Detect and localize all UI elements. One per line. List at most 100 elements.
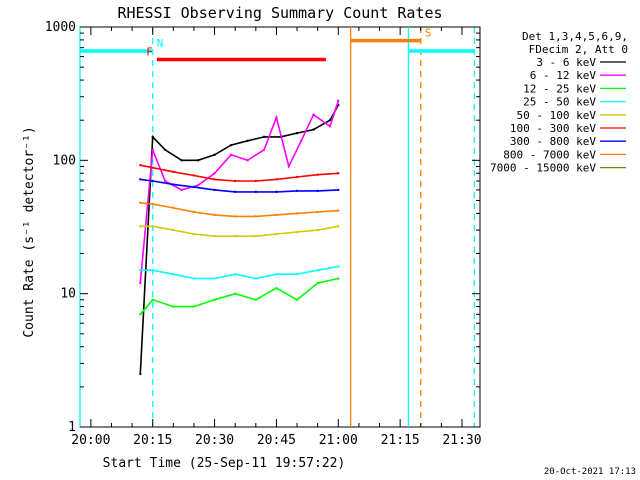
data-point-7-6 bbox=[254, 215, 258, 218]
y-axis: 1 10 100 1000 bbox=[45, 20, 480, 435]
data-point-0-1 bbox=[151, 135, 154, 139]
data-point-0-4 bbox=[196, 159, 200, 162]
legend-label-3: 25 - 50 keV bbox=[523, 96, 596, 109]
data-point-1-8 bbox=[262, 148, 266, 151]
data-point-0-0 bbox=[139, 372, 142, 376]
data-point-6-0 bbox=[139, 178, 142, 181]
data-point-6-1 bbox=[151, 179, 154, 183]
data-point-3-8 bbox=[295, 272, 299, 276]
data-point-6-3 bbox=[192, 185, 196, 189]
legend-label-7: 800 - 7000 keV bbox=[503, 148, 596, 161]
data-point-7-9 bbox=[316, 210, 319, 214]
data-point-2-7 bbox=[275, 286, 278, 290]
data-point-2-5 bbox=[233, 292, 237, 295]
data-point-2-2 bbox=[172, 305, 175, 308]
data-point-7-10 bbox=[337, 209, 340, 212]
x-tick-label-0: 20:00 bbox=[71, 433, 110, 448]
legend-label-5: 100 - 300 keV bbox=[510, 122, 596, 135]
data-point-6-6 bbox=[254, 190, 258, 194]
data-point-1-7 bbox=[246, 159, 249, 162]
y-tick-label-0: 1 bbox=[68, 420, 76, 435]
x-tick-label-5: 21:15 bbox=[381, 433, 420, 448]
data-point-2-6 bbox=[254, 298, 258, 301]
x-tick-label-3: 20:45 bbox=[257, 433, 296, 448]
data-point-5-7 bbox=[275, 178, 278, 181]
data-point-2-1 bbox=[151, 298, 154, 301]
flag-label-N-0: N bbox=[157, 37, 164, 50]
legend-header-line-2: FDecim 2, Att 0 bbox=[529, 43, 628, 56]
data-point-3-0 bbox=[139, 268, 142, 272]
legend-label-8: 7000 - 15000 keV bbox=[490, 162, 596, 175]
data-point-0-3 bbox=[180, 159, 183, 162]
x-tick-label-6: 21:30 bbox=[442, 433, 481, 448]
legend-label-0: 3 - 6 keV bbox=[536, 56, 596, 69]
data-point-5-2 bbox=[172, 170, 175, 174]
data-point-3-6 bbox=[254, 277, 258, 280]
data-point-6-9 bbox=[316, 189, 319, 193]
data-point-7-0 bbox=[139, 201, 142, 205]
data-point-2-10 bbox=[337, 277, 340, 280]
data-point-6-10 bbox=[337, 188, 340, 192]
data-point-3-3 bbox=[192, 277, 196, 280]
chart-title: RHESSI Observing Summary Count Rates bbox=[117, 4, 442, 22]
data-point-0-10 bbox=[295, 131, 299, 135]
data-point-3-1 bbox=[151, 268, 154, 272]
data-point-3-4 bbox=[213, 277, 216, 280]
x-axis: 20:00 20:15 20:30 20:45 21:00 21:15 21:30 bbox=[71, 27, 482, 448]
series-line-0 bbox=[139, 104, 340, 374]
data-point-3-10 bbox=[337, 265, 340, 268]
data-point-5-5 bbox=[233, 179, 237, 183]
data-point-6-5 bbox=[233, 190, 237, 194]
data-point-3-7 bbox=[275, 272, 278, 276]
data-point-5-4 bbox=[213, 178, 216, 181]
legend: Det 1,3,4,5,6,9, FDecim 2, Att 0 3 - 6 k… bbox=[490, 30, 628, 175]
y-tick-label-2: 100 bbox=[53, 153, 76, 168]
data-point-0-5 bbox=[213, 153, 216, 157]
legend-label-4: 50 - 100 keV bbox=[517, 109, 597, 122]
x-tick-label-2: 20:30 bbox=[195, 433, 234, 448]
series-line-2 bbox=[139, 277, 339, 315]
data-point-5-6 bbox=[254, 179, 258, 183]
data-point-7-5 bbox=[233, 215, 237, 218]
data-point-5-1 bbox=[151, 166, 154, 169]
data-point-5-9 bbox=[316, 173, 319, 176]
data-point-1-10 bbox=[287, 165, 290, 168]
data-point-0-7 bbox=[246, 139, 249, 143]
data-point-4-1 bbox=[151, 225, 154, 228]
series-lines bbox=[139, 99, 340, 376]
data-point-6-2 bbox=[172, 183, 175, 186]
y-tick-label-3: 1000 bbox=[45, 20, 76, 35]
vertical-markers bbox=[79, 27, 476, 427]
data-point-0-11 bbox=[312, 128, 315, 131]
data-point-1-3 bbox=[180, 188, 183, 192]
series-line-4 bbox=[140, 225, 339, 237]
data-point-1-9 bbox=[275, 116, 278, 119]
footer-timestamp: 20-Oct-2021 17:13 bbox=[544, 467, 636, 477]
data-point-4-3 bbox=[192, 232, 196, 236]
data-point-1-1 bbox=[151, 148, 154, 151]
data-point-4-5 bbox=[233, 234, 237, 238]
data-point-1-2 bbox=[163, 179, 167, 183]
legend-label-2: 12 - 25 keV bbox=[523, 82, 596, 95]
data-point-6-8 bbox=[295, 189, 299, 193]
data-point-0-6 bbox=[229, 143, 233, 147]
data-point-2-4 bbox=[213, 298, 216, 301]
data-point-7-8 bbox=[295, 212, 299, 215]
data-point-5-8 bbox=[295, 175, 299, 179]
data-point-5-0 bbox=[139, 163, 142, 167]
data-point-7-3 bbox=[192, 210, 196, 214]
data-point-1-12 bbox=[312, 113, 315, 116]
x-tick-label-4: 21:00 bbox=[319, 433, 358, 448]
data-point-6-4 bbox=[213, 188, 216, 192]
x-tick-label-1: 20:15 bbox=[133, 433, 172, 448]
data-point-1-14 bbox=[337, 99, 340, 102]
data-point-7-1 bbox=[151, 202, 154, 206]
data-point-4-0 bbox=[139, 225, 142, 228]
data-point-4-6 bbox=[254, 234, 258, 238]
series-line-3 bbox=[140, 265, 339, 280]
data-point-4-2 bbox=[172, 228, 175, 232]
data-point-4-9 bbox=[316, 228, 319, 232]
flag-label-S-0: S bbox=[425, 27, 432, 40]
data-point-0-2 bbox=[163, 148, 167, 151]
